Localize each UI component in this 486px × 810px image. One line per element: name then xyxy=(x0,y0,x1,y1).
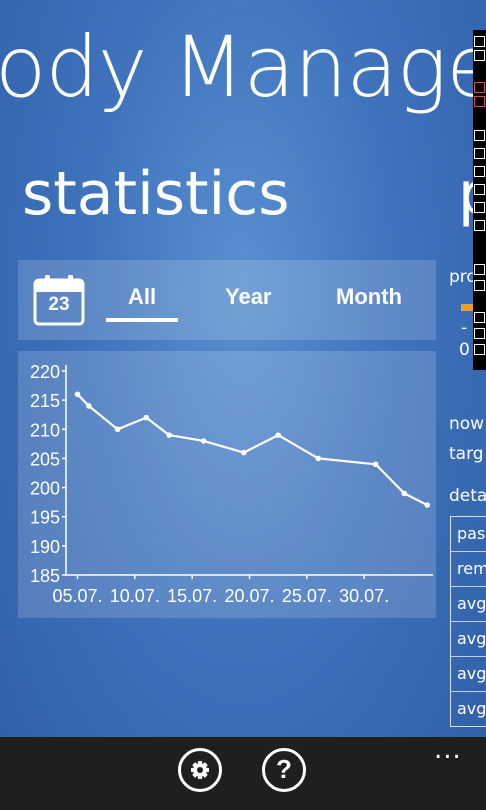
status-indicator-icon xyxy=(474,312,485,323)
app-bar: ? ... xyxy=(0,737,486,810)
x-tick-label: 15.07. xyxy=(167,586,217,606)
question-icon: ? xyxy=(276,754,292,784)
details-row: avg xyxy=(451,657,486,692)
status-indicator-icon xyxy=(474,328,485,339)
help-button[interactable]: ? xyxy=(262,748,306,792)
data-point xyxy=(114,426,121,433)
status-indicator-icon xyxy=(474,202,485,213)
tab-selected-indicator xyxy=(106,318,178,322)
status-indicator-icon xyxy=(474,220,485,231)
data-point xyxy=(166,432,173,438)
x-tick-label: 10.07. xyxy=(110,586,160,606)
more-options-button[interactable]: ... xyxy=(434,735,462,765)
status-indicator-icon xyxy=(474,344,485,355)
details-label: deta xyxy=(449,486,486,506)
system-status-strip xyxy=(473,30,486,370)
data-point xyxy=(424,502,431,508)
y-tick-label: 205 xyxy=(30,449,60,469)
data-point xyxy=(275,432,281,438)
calendar-icon[interactable]: 23 xyxy=(33,274,85,326)
series-line xyxy=(76,393,428,507)
y-tick-label: 200 xyxy=(30,479,60,499)
data-point xyxy=(240,449,247,456)
x-tick-label: 05.07. xyxy=(52,586,102,606)
progress-zero: 0 xyxy=(459,340,470,360)
x-tick-label: 30.07. xyxy=(339,586,389,606)
now-label: now xyxy=(449,414,485,434)
details-row: rem xyxy=(451,552,486,587)
status-indicator-icon xyxy=(474,130,485,141)
progress-label: pro xyxy=(449,267,477,287)
y-tick-label: 220 xyxy=(30,362,60,382)
progress-dash: - xyxy=(461,318,468,338)
y-tick-label: 185 xyxy=(30,566,60,586)
weight-chart: 185 190 195 200 205 210 215 220 05.07. 10.07. 15.0… xyxy=(30,362,433,606)
status-indicator-icon xyxy=(474,148,485,159)
period-tab-bar: 23 All Year Month xyxy=(18,260,436,340)
weight-chart-panel: 185 190 195 200 205 210 215 220 05.07. 10.07. 15.0… xyxy=(18,351,436,618)
status-indicator-icon xyxy=(474,36,485,47)
status-indicator-icon xyxy=(474,82,485,93)
calendar-day: 23 xyxy=(48,294,70,315)
status-indicator-icon xyxy=(474,280,485,291)
details-table: pas rem avg avg avg avg xyxy=(450,516,486,727)
x-tick-label: 20.07. xyxy=(224,586,274,606)
page-title: statistics xyxy=(22,159,290,229)
y-tick-label: 190 xyxy=(30,537,60,557)
status-indicator-icon xyxy=(474,264,485,275)
details-row: avg xyxy=(451,587,486,622)
details-row: avg xyxy=(457,699,486,718)
tab-month[interactable]: Month xyxy=(336,284,402,309)
settings-button[interactable] xyxy=(178,748,222,792)
data-point xyxy=(372,461,379,468)
data-point xyxy=(200,438,207,444)
data-point xyxy=(74,391,81,398)
data-point xyxy=(143,414,150,421)
details-row: avg xyxy=(451,622,486,657)
progress-panel-peek: pro - 0 now targ deta pas rem avg avg av… xyxy=(449,0,486,810)
y-tick-label: 215 xyxy=(30,391,60,411)
data-point xyxy=(401,490,408,497)
data-point xyxy=(86,403,92,409)
tab-all[interactable]: All xyxy=(128,284,157,309)
gear-icon xyxy=(191,761,209,779)
data-point xyxy=(315,455,322,462)
status-indicator-icon xyxy=(474,50,485,61)
target-label: targ xyxy=(449,444,484,464)
x-tick-label: 25.07. xyxy=(282,586,332,606)
status-indicator-icon xyxy=(474,96,485,107)
details-row: pas xyxy=(451,517,486,552)
y-tick-label: 210 xyxy=(30,420,60,440)
app-title: ody Manage xyxy=(0,18,486,116)
tab-year[interactable]: Year xyxy=(225,284,272,309)
status-indicator-icon xyxy=(474,184,485,195)
y-tick-label: 195 xyxy=(30,508,60,528)
status-indicator-icon xyxy=(474,166,485,177)
